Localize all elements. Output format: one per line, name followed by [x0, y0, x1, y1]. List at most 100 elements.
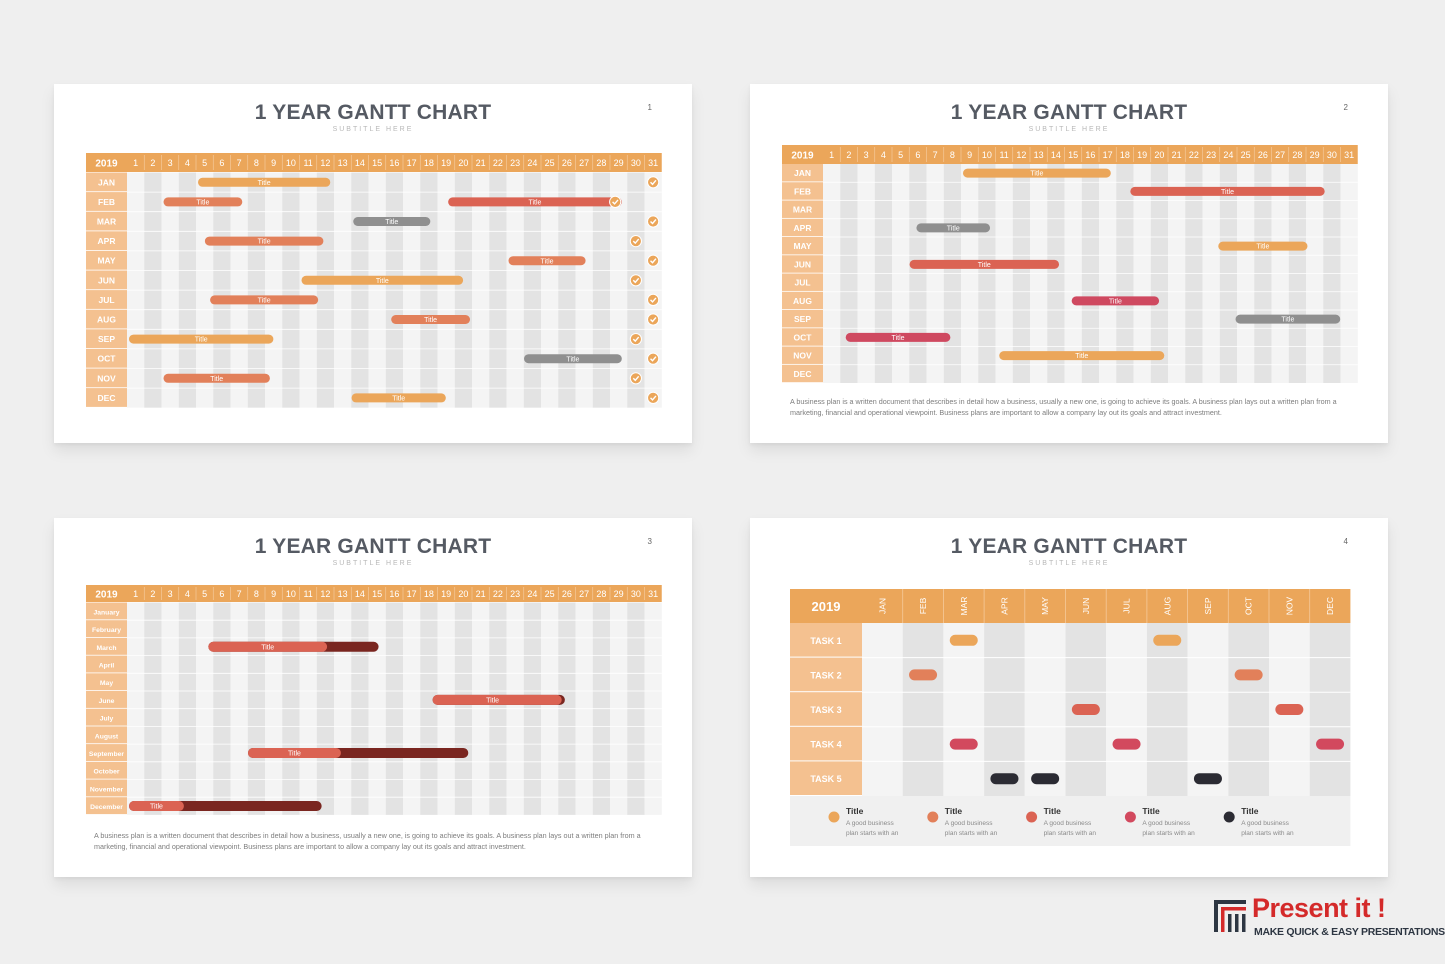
row-label: September [89, 751, 124, 758]
row-label: OCT [794, 332, 813, 342]
row-label: SEP [794, 314, 811, 324]
slide-number: 3 [647, 537, 652, 546]
day-label: 23 [510, 158, 520, 168]
day-label: 5 [898, 150, 903, 160]
legend-title: Title [1142, 806, 1160, 816]
slide-number: 1 [647, 103, 652, 112]
task-bar-label: Title [541, 258, 554, 265]
row-label-bg [782, 200, 823, 218]
day-label: 9 [271, 589, 276, 599]
day-label: 8 [950, 150, 955, 160]
month-label: DEC [1325, 597, 1335, 615]
day-label: 4 [881, 150, 886, 160]
row-label-bg [86, 779, 127, 797]
day-label: 14 [355, 589, 365, 599]
slide-3[interactable]: 1 YEAR GANTT CHART SUBTITLE HERE 3 2019 1… [54, 518, 692, 877]
slide-2[interactable]: 1 YEAR GANTT CHART SUBTITLE HERE 2 2019 1… [750, 84, 1388, 443]
row-label: JUL [98, 295, 114, 305]
row-label-bg [86, 290, 127, 309]
day-label: 1 [829, 150, 834, 160]
row-label: AUG [793, 296, 812, 306]
task-label-bg [790, 692, 862, 726]
task-bar-progress [248, 747, 341, 758]
task-bar [916, 223, 991, 233]
day-label: 28 [596, 158, 606, 168]
day-label: 28 [1292, 150, 1302, 160]
timeline-pill [990, 773, 1019, 785]
day-label: 27 [579, 589, 589, 599]
month-label: JUL [1122, 598, 1132, 613]
legend-dot [1124, 811, 1136, 823]
day-label: 10 [286, 589, 296, 599]
slide-1[interactable]: 1 YEAR GANTT CHART SUBTITLE HERE 1 2019 1… [54, 84, 692, 443]
task-label: TASK 1 [810, 636, 841, 646]
row-label: November [90, 786, 124, 793]
month-column [1024, 623, 1066, 796]
header-bar [782, 145, 1358, 164]
task-bar-label: Title [195, 337, 208, 344]
timeline-pill [1234, 669, 1263, 681]
check-icon [647, 313, 660, 326]
row-label-bg [86, 691, 127, 708]
slide-subtitle: SUBTITLE HERE [1028, 560, 1110, 567]
day-label: 31 [648, 158, 658, 168]
logo-tagline: MAKE QUICK & EASY PRESENTATIONS [1254, 926, 1445, 938]
row-label-bg [86, 211, 127, 231]
day-label: 7 [237, 589, 242, 599]
row-label-bg [86, 388, 127, 407]
timeline-chart-4: 2019 JAN FEB MAR APR MAY JUN JUL AUG SEP OCT NOV DEC… [790, 589, 1351, 846]
legend-text: A good business [1142, 820, 1190, 827]
task-bar [999, 351, 1165, 361]
task-bar-label: Title [1075, 353, 1088, 360]
task-bar [163, 373, 270, 383]
check-icon [629, 333, 642, 346]
slide-description: A business plan is a written document th… [790, 397, 1337, 417]
day-label: 31 [1344, 150, 1354, 160]
row-label: JUN [794, 259, 811, 269]
month-column [1228, 623, 1269, 796]
legend-title: Title [846, 806, 864, 816]
task-bar-label: Title [150, 804, 163, 811]
month-column [943, 623, 985, 796]
legend-bg [790, 796, 1351, 846]
day-label: 20 [458, 589, 468, 599]
task-bar [1235, 314, 1341, 324]
day-label: 20 [458, 158, 468, 168]
day-label: 5 [202, 589, 207, 599]
row-label-bg [86, 270, 127, 290]
day-label: 1 [133, 589, 138, 599]
month-label: AUG [1162, 597, 1172, 615]
row-label-bg [782, 328, 823, 346]
legend-text: A good business [1044, 820, 1092, 827]
row-label-bg [86, 250, 127, 270]
day-label: 15 [1068, 150, 1078, 160]
day-label: 29 [614, 589, 624, 599]
task-bar-label: Title [424, 317, 437, 324]
row-label: NOV [793, 351, 812, 361]
task-bar [204, 236, 324, 246]
day-label: 21 [1172, 150, 1182, 160]
timeline-pill [909, 669, 938, 681]
day-label: 17 [1103, 150, 1113, 160]
present-it-logo: Present it ! MAKE QUICK & EASY PRESENTAT… [1212, 892, 1445, 944]
day-label: 24 [1223, 150, 1233, 160]
row-label-bg [782, 364, 823, 383]
row-label-bg [782, 182, 823, 200]
slide-4[interactable]: 1 YEAR GANTT CHART SUBTITLE HERE 4 2019 J… [750, 518, 1388, 877]
row-label-bg [86, 797, 127, 815]
row-label: March [96, 645, 116, 652]
day-label: 22 [493, 158, 503, 168]
day-label: 18 [424, 589, 434, 599]
day-label: 2 [150, 158, 155, 168]
timeline-pill [1031, 773, 1060, 785]
legend-title: Title [1241, 806, 1259, 816]
day-label: 19 [441, 589, 451, 599]
row-label: MAR [793, 205, 812, 215]
month-label: APR [999, 597, 1009, 614]
task-bar [129, 334, 274, 344]
row-label: MAR [97, 217, 116, 227]
task-bar-label: Title [1221, 189, 1234, 196]
task-bar-label: Title [1281, 317, 1294, 324]
row-label-bg [86, 761, 127, 779]
task-label: TASK 2 [810, 670, 841, 680]
